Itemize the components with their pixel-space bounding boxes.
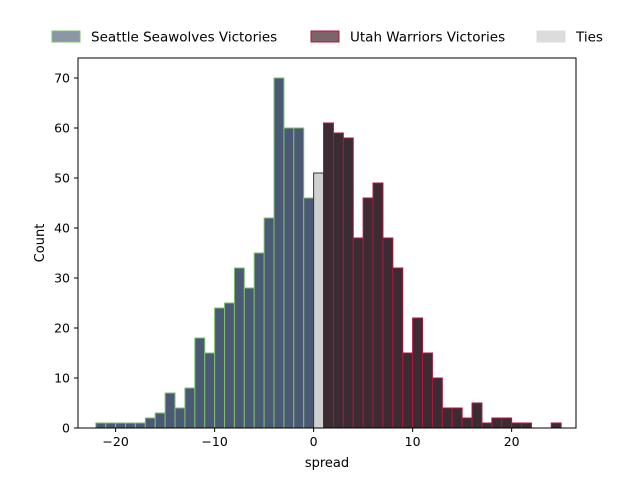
bar-utah-2 <box>342 137 354 429</box>
bar-seattle-21 <box>303 197 315 429</box>
bar-seattle-12 <box>214 307 226 429</box>
bar-utah-14 <box>461 417 473 429</box>
bar-utah-5 <box>372 182 384 429</box>
y-tick-label-1: 10 <box>54 371 70 386</box>
x-tick-label-3: 10 <box>405 434 421 449</box>
legend-label-2: Ties <box>575 30 603 46</box>
bar-seattle-17 <box>263 217 275 429</box>
bar-utah-12 <box>441 407 453 429</box>
y-tick-label-3: 30 <box>54 271 70 286</box>
bar-utah-11 <box>431 377 443 429</box>
x-tick-label-0: −20 <box>102 434 128 449</box>
bar-utah-3 <box>352 237 364 429</box>
bar-utah-10 <box>422 352 433 429</box>
bar-utah-1 <box>332 132 344 429</box>
x-tick-label-2: 0 <box>310 434 318 449</box>
x-axis: −20 −10 0 10 20 <box>102 428 520 449</box>
x-axis-title: spread <box>305 456 349 471</box>
bar-seattle-18 <box>273 77 285 429</box>
legend-label-0: Seattle Seawolves Victories <box>91 30 277 46</box>
y-tick-label-6: 60 <box>54 121 70 136</box>
bar-utah-20 <box>521 422 532 429</box>
y-axis: 0 10 20 30 40 50 60 70 <box>54 71 78 436</box>
y-tick-label-0: 0 <box>62 421 70 436</box>
legend: Seattle Seawolves Victories Utah Warriors… <box>51 30 603 46</box>
bar-seattle-16 <box>253 252 265 429</box>
bar-seattle-3 <box>125 422 136 429</box>
legend-swatch-0 <box>51 30 81 43</box>
bar-seattle-15 <box>243 287 255 429</box>
bar-seattle-7 <box>164 392 176 429</box>
bar-utah-4 <box>362 197 374 429</box>
y-tick-label-5: 50 <box>54 171 70 186</box>
bar-seattle-8 <box>174 407 186 429</box>
y-tick-label-2: 20 <box>54 321 70 336</box>
x-tick-label-1: −10 <box>201 434 227 449</box>
bar-seattle-10 <box>194 337 206 429</box>
legend-swatch-2 <box>536 30 566 43</box>
bar-seattle-5 <box>144 417 156 429</box>
bar-seattle-11 <box>204 352 216 429</box>
legend-label-1: Utah Warriors Victories <box>350 30 505 46</box>
bar-utah-7 <box>392 267 404 429</box>
bar-utah-9 <box>412 317 424 429</box>
bar-seattle-14 <box>233 267 245 429</box>
bar-seattle-20 <box>293 127 305 429</box>
legend-swatch-1 <box>310 30 340 43</box>
y-tick-label-7: 70 <box>54 71 70 86</box>
bar-utah-15 <box>471 402 483 429</box>
y-axis-title: Count <box>33 224 48 263</box>
bar-seattle-0 <box>95 422 107 429</box>
bar-utah-18 <box>501 417 513 429</box>
bar-utah-6 <box>382 237 394 429</box>
bar-utah-19 <box>511 422 523 429</box>
plot-frame <box>77 57 577 429</box>
bar-utah-23 <box>550 422 562 429</box>
bar-seattle-1 <box>105 422 117 429</box>
x-tick-label-4: 20 <box>504 434 520 449</box>
bar-seattle-4 <box>134 422 146 429</box>
bar-ties-0 <box>313 172 325 429</box>
bar-seattle-13 <box>224 302 235 429</box>
bar-seattle-6 <box>154 412 166 429</box>
bar-seattle-19 <box>283 127 295 429</box>
bar-utah-16 <box>481 422 493 429</box>
y-tick-label-4: 40 <box>54 221 70 236</box>
bar-utah-8 <box>402 352 414 429</box>
bar-utah-17 <box>491 417 503 429</box>
bar-seattle-2 <box>115 422 127 429</box>
bar-seattle-9 <box>184 387 196 429</box>
bar-utah-13 <box>451 407 463 429</box>
bar-utah-0 <box>323 122 334 429</box>
histogram-bars <box>95 77 562 429</box>
